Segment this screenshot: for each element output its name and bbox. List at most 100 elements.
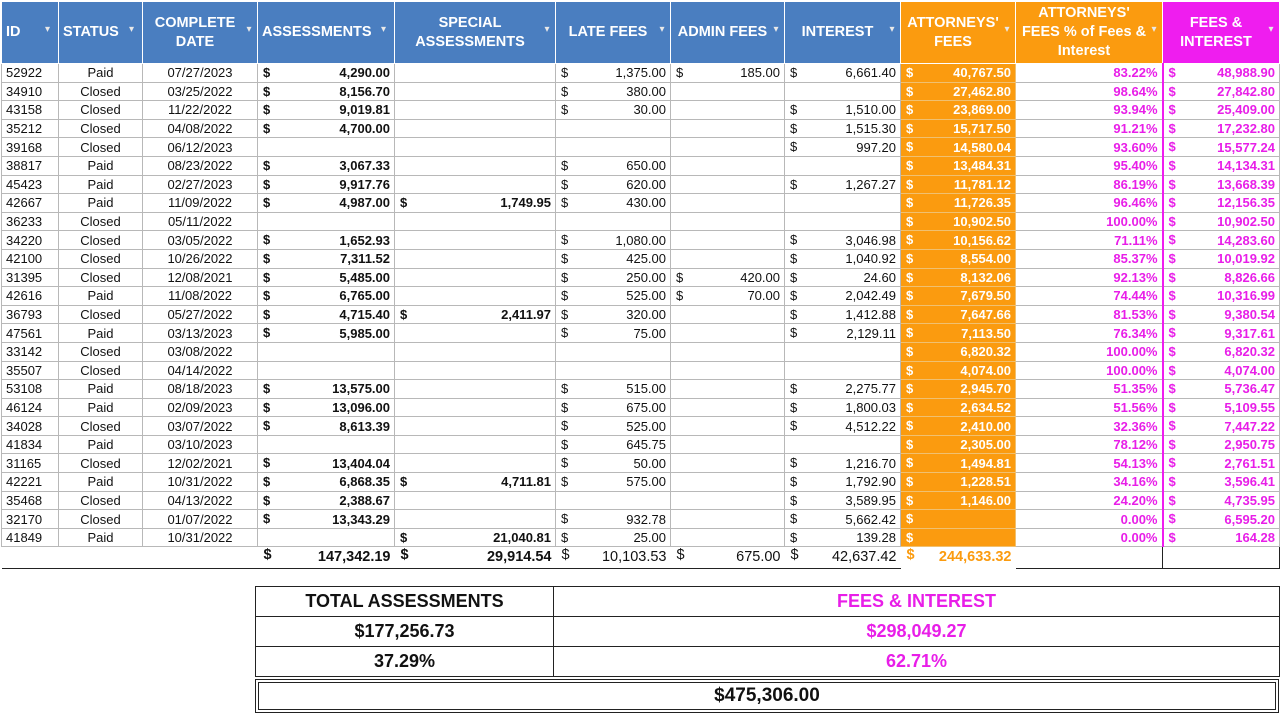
header-status[interactable]: STATUS ▾ bbox=[58, 1, 143, 64]
row-special-assessment-cell[interactable] bbox=[394, 286, 556, 306]
row-status[interactable]: Paid bbox=[58, 286, 143, 306]
row-id[interactable]: 35212 bbox=[1, 118, 59, 139]
row-id[interactable]: 34220 bbox=[1, 230, 59, 250]
row-late-fee-cell[interactable]: $525.00 bbox=[555, 286, 671, 306]
total-late-cell[interactable]: $10,103.53 bbox=[555, 546, 671, 570]
row-attorneys-fee-pct[interactable]: 98.64% bbox=[1015, 81, 1164, 102]
row-fees-interest-cell[interactable]: $12,156.35 bbox=[1162, 193, 1280, 213]
row-attorneys-fee-pct[interactable]: 92.13% bbox=[1015, 267, 1164, 288]
row-fees-interest-cell[interactable]: $13,668.39 bbox=[1162, 174, 1280, 195]
row-fees-interest-cell[interactable]: $164.28 bbox=[1162, 527, 1280, 548]
row-assessment-cell[interactable]: $9,917.76 bbox=[257, 174, 395, 195]
row-attorneys-fee-cell[interactable]: $7,679.50 bbox=[900, 286, 1016, 306]
row-interest-cell[interactable]: $5,662.42 bbox=[784, 509, 901, 529]
row-interest-cell[interactable]: $1,267.27 bbox=[784, 174, 901, 195]
row-fees-interest-cell[interactable]: $10,316.99 bbox=[1162, 286, 1280, 306]
row-late-fee-cell[interactable]: $1,080.00 bbox=[555, 230, 671, 250]
row-late-fee-cell[interactable] bbox=[555, 137, 671, 157]
row-interest-cell[interactable]: $6,661.40 bbox=[784, 63, 901, 83]
row-complete-date[interactable]: 03/08/2022 bbox=[142, 341, 258, 362]
row-fees-interest-cell[interactable]: $14,283.60 bbox=[1162, 230, 1280, 250]
row-assessment-cell[interactable] bbox=[257, 360, 395, 381]
row-attorneys-fee-cell[interactable]: $ bbox=[900, 527, 1016, 548]
row-complete-date[interactable]: 04/14/2022 bbox=[142, 360, 258, 381]
row-status[interactable]: Paid bbox=[58, 174, 143, 195]
row-admin-fee-cell[interactable]: $185.00 bbox=[670, 63, 785, 83]
row-attorneys-fee-pct[interactable]: 78.12% bbox=[1015, 434, 1164, 455]
row-fees-interest-cell[interactable]: $4,735.95 bbox=[1162, 490, 1280, 511]
header-interest[interactable]: INTEREST ▾ bbox=[784, 1, 901, 64]
row-admin-fee-cell[interactable]: $420.00 bbox=[670, 267, 785, 288]
row-late-fee-cell[interactable]: $25.00 bbox=[555, 527, 671, 548]
row-interest-cell[interactable] bbox=[784, 193, 901, 213]
header-late-fees[interactable]: LATE FEES ▾ bbox=[555, 1, 671, 64]
row-late-fee-cell[interactable]: $932.78 bbox=[555, 509, 671, 529]
row-attorneys-fee-pct[interactable]: 95.40% bbox=[1015, 155, 1164, 176]
row-fees-interest-cell[interactable]: $15,577.24 bbox=[1162, 137, 1280, 157]
row-complete-date[interactable]: 11/09/2022 bbox=[142, 193, 258, 213]
row-special-assessment-cell[interactable]: $1,749.95 bbox=[394, 193, 556, 213]
row-admin-fee-cell[interactable] bbox=[670, 397, 785, 418]
filter-dropdown-icon[interactable]: ▾ bbox=[544, 24, 550, 35]
row-late-fee-cell[interactable]: $650.00 bbox=[555, 155, 671, 176]
row-complete-date[interactable]: 08/18/2023 bbox=[142, 379, 258, 399]
row-assessment-cell[interactable]: $4,290.00 bbox=[257, 63, 395, 83]
row-status[interactable]: Closed bbox=[58, 230, 143, 250]
header-admin-fees[interactable]: ADMIN FEES ▾ bbox=[670, 1, 785, 64]
row-attorneys-fee-pct[interactable]: 51.35% bbox=[1015, 379, 1164, 399]
row-fees-interest-cell[interactable]: $3,596.41 bbox=[1162, 472, 1280, 492]
row-complete-date[interactable]: 05/11/2022 bbox=[142, 211, 258, 232]
row-id[interactable]: 42616 bbox=[1, 286, 59, 306]
row-late-fee-cell[interactable] bbox=[555, 118, 671, 139]
row-attorneys-fee-pct[interactable]: 81.53% bbox=[1015, 304, 1164, 325]
row-status[interactable]: Closed bbox=[58, 416, 143, 436]
row-admin-fee-cell[interactable] bbox=[670, 155, 785, 176]
row-late-fee-cell[interactable]: $525.00 bbox=[555, 416, 671, 436]
row-special-assessment-cell[interactable] bbox=[394, 416, 556, 436]
row-assessment-cell[interactable]: $8,156.70 bbox=[257, 81, 395, 102]
row-assessment-cell[interactable]: $7,311.52 bbox=[257, 248, 395, 269]
row-assessment-cell[interactable] bbox=[257, 527, 395, 548]
row-id[interactable]: 35507 bbox=[1, 360, 59, 381]
row-special-assessment-cell[interactable]: $2,411.97 bbox=[394, 304, 556, 325]
fees-interest-pct[interactable]: 62.71% bbox=[553, 646, 1280, 677]
header-fees-interest[interactable]: FEES & INTEREST ▾ bbox=[1162, 1, 1280, 64]
row-admin-fee-cell[interactable] bbox=[670, 211, 785, 232]
row-assessment-cell[interactable]: $13,343.29 bbox=[257, 509, 395, 529]
row-fees-interest-cell[interactable]: $14,134.31 bbox=[1162, 155, 1280, 176]
filter-dropdown-icon[interactable]: ▾ bbox=[889, 24, 895, 35]
row-attorneys-fee-cell[interactable]: $15,717.50 bbox=[900, 118, 1016, 139]
total-assessments-cell[interactable]: $147,342.19 bbox=[257, 546, 395, 570]
row-attorneys-fee-cell[interactable]: $14,580.04 bbox=[900, 137, 1016, 157]
row-assessment-cell[interactable]: $4,987.00 bbox=[257, 193, 395, 213]
row-status[interactable]: Closed bbox=[58, 211, 143, 232]
row-interest-cell[interactable]: $1,040.92 bbox=[784, 248, 901, 269]
row-admin-fee-cell[interactable] bbox=[670, 81, 785, 102]
row-assessment-cell[interactable]: $13,096.00 bbox=[257, 397, 395, 418]
row-attorneys-fee-pct[interactable]: 0.00% bbox=[1015, 527, 1164, 548]
total-atty-cell[interactable]: $244,633.32 bbox=[900, 546, 1016, 570]
row-assessment-cell[interactable]: $3,067.33 bbox=[257, 155, 395, 176]
total-admin-cell[interactable]: $675.00 bbox=[670, 546, 785, 570]
row-attorneys-fee-pct[interactable]: 91.21% bbox=[1015, 118, 1164, 139]
row-id[interactable]: 45423 bbox=[1, 174, 59, 195]
row-assessment-cell[interactable]: $4,715.40 bbox=[257, 304, 395, 325]
row-fees-interest-cell[interactable]: $5,109.55 bbox=[1162, 397, 1280, 418]
row-attorneys-fee-pct[interactable]: 85.37% bbox=[1015, 248, 1164, 269]
row-fees-interest-cell[interactable]: $27,842.80 bbox=[1162, 81, 1280, 102]
row-attorneys-fee-pct[interactable]: 24.20% bbox=[1015, 490, 1164, 511]
header-special-assessments[interactable]: SPECIAL ASSESSMENTS ▾ bbox=[394, 1, 556, 64]
row-special-assessment-cell[interactable] bbox=[394, 341, 556, 362]
row-complete-date[interactable]: 10/31/2022 bbox=[142, 527, 258, 548]
row-id[interactable]: 41849 bbox=[1, 527, 59, 548]
grand-total-box[interactable]: $475,306.00 bbox=[255, 679, 1279, 713]
filter-dropdown-icon[interactable]: ▾ bbox=[381, 24, 387, 35]
row-interest-cell[interactable]: $2,275.77 bbox=[784, 379, 901, 399]
row-interest-cell[interactable] bbox=[784, 211, 901, 232]
row-status[interactable]: Paid bbox=[58, 323, 143, 343]
row-status[interactable]: Closed bbox=[58, 267, 143, 288]
row-status[interactable]: Closed bbox=[58, 509, 143, 529]
row-status[interactable]: Paid bbox=[58, 527, 143, 548]
row-attorneys-fee-pct[interactable]: 76.34% bbox=[1015, 323, 1164, 343]
row-fees-interest-cell[interactable]: $9,380.54 bbox=[1162, 304, 1280, 325]
